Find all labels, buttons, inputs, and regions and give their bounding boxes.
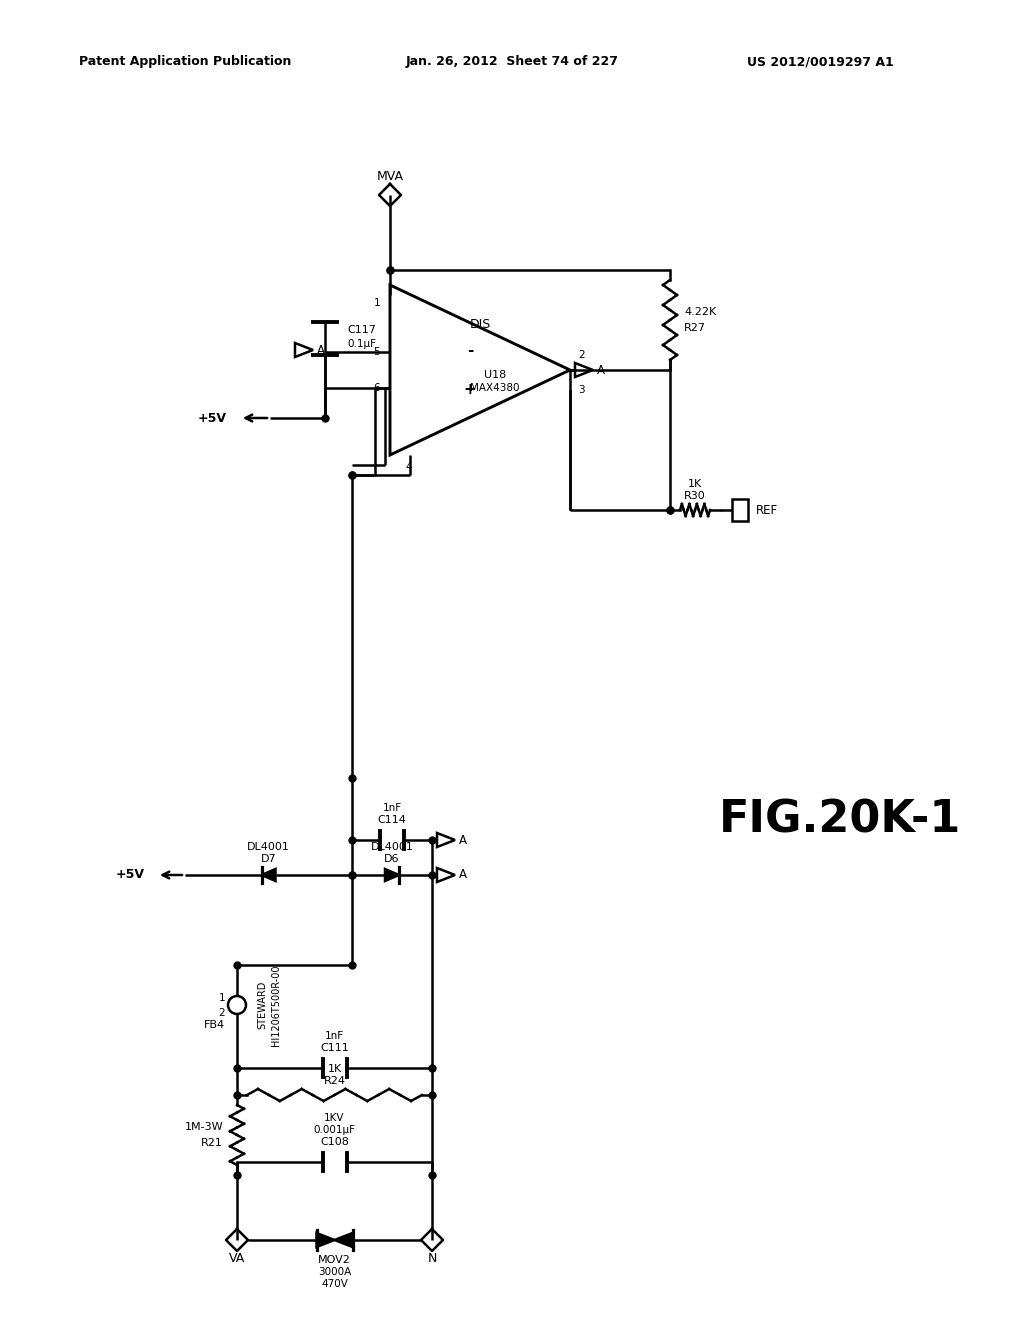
Text: +: + bbox=[464, 383, 476, 397]
Text: Jan. 26, 2012  Sheet 74 of 227: Jan. 26, 2012 Sheet 74 of 227 bbox=[406, 55, 618, 69]
Text: 2: 2 bbox=[218, 1008, 225, 1018]
Text: C117: C117 bbox=[347, 325, 376, 335]
Text: 3000A: 3000A bbox=[317, 1267, 351, 1276]
Text: D7: D7 bbox=[261, 854, 276, 865]
Text: 4: 4 bbox=[406, 462, 412, 473]
Text: 3: 3 bbox=[578, 385, 585, 395]
Text: DL4001: DL4001 bbox=[247, 842, 290, 851]
Text: C114: C114 bbox=[378, 814, 407, 825]
Text: REF: REF bbox=[756, 503, 778, 516]
Text: MVA: MVA bbox=[377, 170, 403, 183]
Text: 470V: 470V bbox=[322, 1279, 348, 1290]
Text: 1M-3W: 1M-3W bbox=[184, 1122, 223, 1133]
Text: A: A bbox=[459, 833, 467, 846]
Text: STEWARD: STEWARD bbox=[257, 981, 267, 1030]
Text: R30: R30 bbox=[684, 491, 706, 502]
Text: C108: C108 bbox=[321, 1137, 349, 1147]
Polygon shape bbox=[316, 1233, 335, 1247]
Polygon shape bbox=[261, 869, 275, 880]
Polygon shape bbox=[335, 1233, 352, 1247]
Text: +5V: +5V bbox=[198, 412, 227, 425]
Text: -: - bbox=[467, 342, 473, 358]
Text: DL4001: DL4001 bbox=[371, 842, 414, 851]
Text: D6: D6 bbox=[384, 854, 399, 865]
Text: 5: 5 bbox=[374, 347, 380, 356]
Text: 1nF: 1nF bbox=[325, 1031, 344, 1041]
Text: HI1206T500R-00: HI1206T500R-00 bbox=[271, 964, 281, 1045]
Text: FIG.20K-1: FIG.20K-1 bbox=[719, 799, 962, 842]
Text: 4.22K: 4.22K bbox=[684, 308, 716, 317]
Text: 6: 6 bbox=[374, 383, 380, 393]
Text: R21: R21 bbox=[201, 1138, 223, 1148]
Text: Patent Application Publication: Patent Application Publication bbox=[79, 55, 291, 69]
Text: +5V: +5V bbox=[116, 869, 145, 882]
Text: R24: R24 bbox=[324, 1076, 345, 1086]
Bar bbox=[732, 499, 748, 521]
Text: 1: 1 bbox=[218, 993, 225, 1003]
Text: MOV2: MOV2 bbox=[318, 1255, 351, 1265]
Text: MAX4380: MAX4380 bbox=[470, 383, 520, 393]
Text: FB4: FB4 bbox=[204, 1020, 225, 1030]
Text: R27: R27 bbox=[684, 323, 706, 333]
Text: C111: C111 bbox=[321, 1043, 349, 1053]
Text: 2: 2 bbox=[578, 350, 585, 360]
Text: A: A bbox=[597, 363, 605, 376]
Text: 1nF: 1nF bbox=[382, 803, 401, 813]
Text: A: A bbox=[317, 343, 325, 356]
Text: N: N bbox=[427, 1251, 436, 1265]
Text: US 2012/0019297 A1: US 2012/0019297 A1 bbox=[746, 55, 893, 69]
Text: U18: U18 bbox=[484, 370, 506, 380]
Text: VA: VA bbox=[229, 1251, 245, 1265]
Text: 0.1μF: 0.1μF bbox=[347, 339, 376, 348]
Text: A: A bbox=[459, 869, 467, 882]
Text: 1K: 1K bbox=[688, 479, 702, 488]
Text: 1K: 1K bbox=[328, 1064, 342, 1074]
Text: DIS: DIS bbox=[469, 318, 490, 331]
Text: 1: 1 bbox=[374, 298, 380, 308]
Text: 0.001μF: 0.001μF bbox=[313, 1125, 355, 1135]
Text: 1KV: 1KV bbox=[325, 1113, 345, 1123]
Polygon shape bbox=[385, 869, 399, 880]
